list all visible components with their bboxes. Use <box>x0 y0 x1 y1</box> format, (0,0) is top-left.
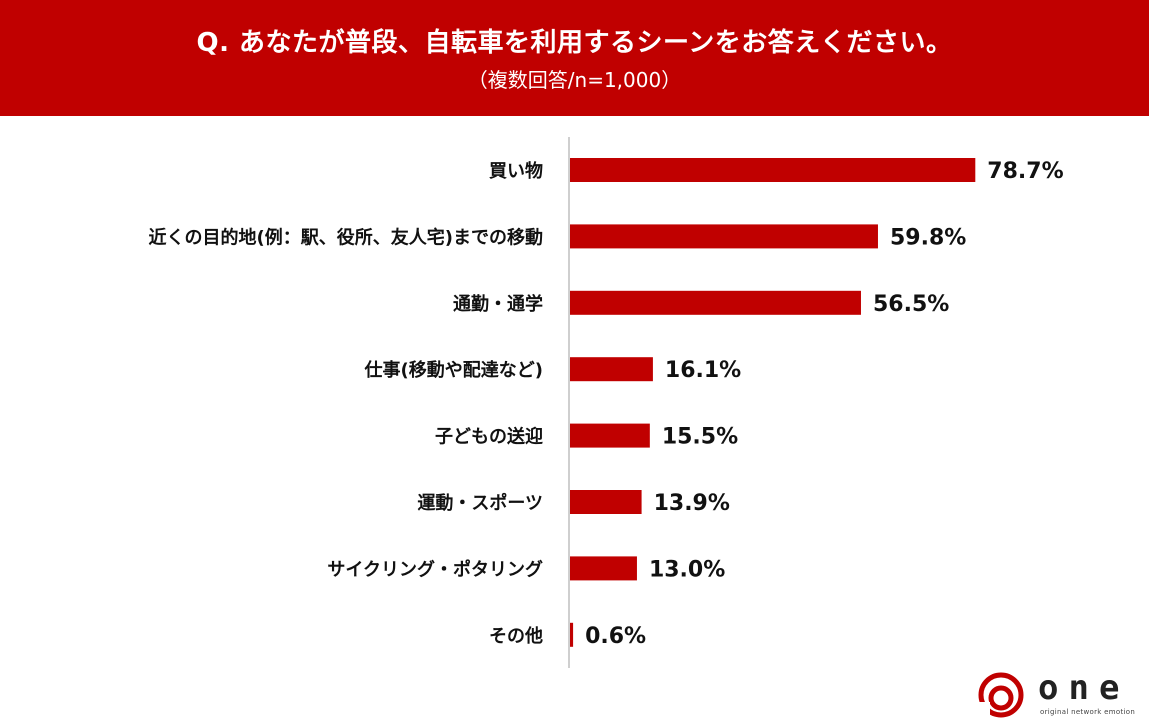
chart-title: Q. あなたが普段、自転車を利用するシーンをお答えください。 <box>196 28 953 58</box>
category-label: 仕事(移動や配達など) <box>364 359 543 381</box>
category-label: その他 <box>489 625 543 647</box>
data-label: 13.0% <box>649 557 725 582</box>
bar <box>570 423 650 448</box>
bar <box>570 290 861 315</box>
bar <box>570 556 637 581</box>
data-label: 16.1% <box>665 358 741 383</box>
logo-name: one <box>1038 668 1130 708</box>
category-label: 子どもの送迎 <box>435 426 543 448</box>
bar <box>570 357 653 382</box>
category-label: 買い物 <box>489 160 543 182</box>
header-banner: Q. あなたが普段、自転車を利用するシーンをお答えください。 （複数回答/n=1… <box>0 0 1149 116</box>
category-label: 近くの目的地(例：駅、役所、友人宅)までの移動 <box>149 226 543 248</box>
category-label: 運動・スポーツ <box>417 492 543 514</box>
data-label: 56.5% <box>873 292 949 317</box>
bar <box>570 224 878 249</box>
logo-tagline: original network emotion <box>1040 708 1136 716</box>
data-label: 59.8% <box>890 225 966 250</box>
data-label: 78.7% <box>987 159 1063 184</box>
bar <box>570 158 976 182</box>
spiral-logo-icon <box>978 672 1024 718</box>
data-label: 0.6% <box>585 624 646 649</box>
bar <box>570 490 642 514</box>
chart-subtitle: （複数回答/n=1,000） <box>467 68 682 92</box>
category-label: 通勤・通学 <box>453 293 543 315</box>
data-label: 13.9% <box>654 491 730 516</box>
category-label: サイクリング・ポタリング <box>327 558 543 580</box>
data-label: 15.5% <box>662 425 738 450</box>
bar <box>570 622 574 647</box>
